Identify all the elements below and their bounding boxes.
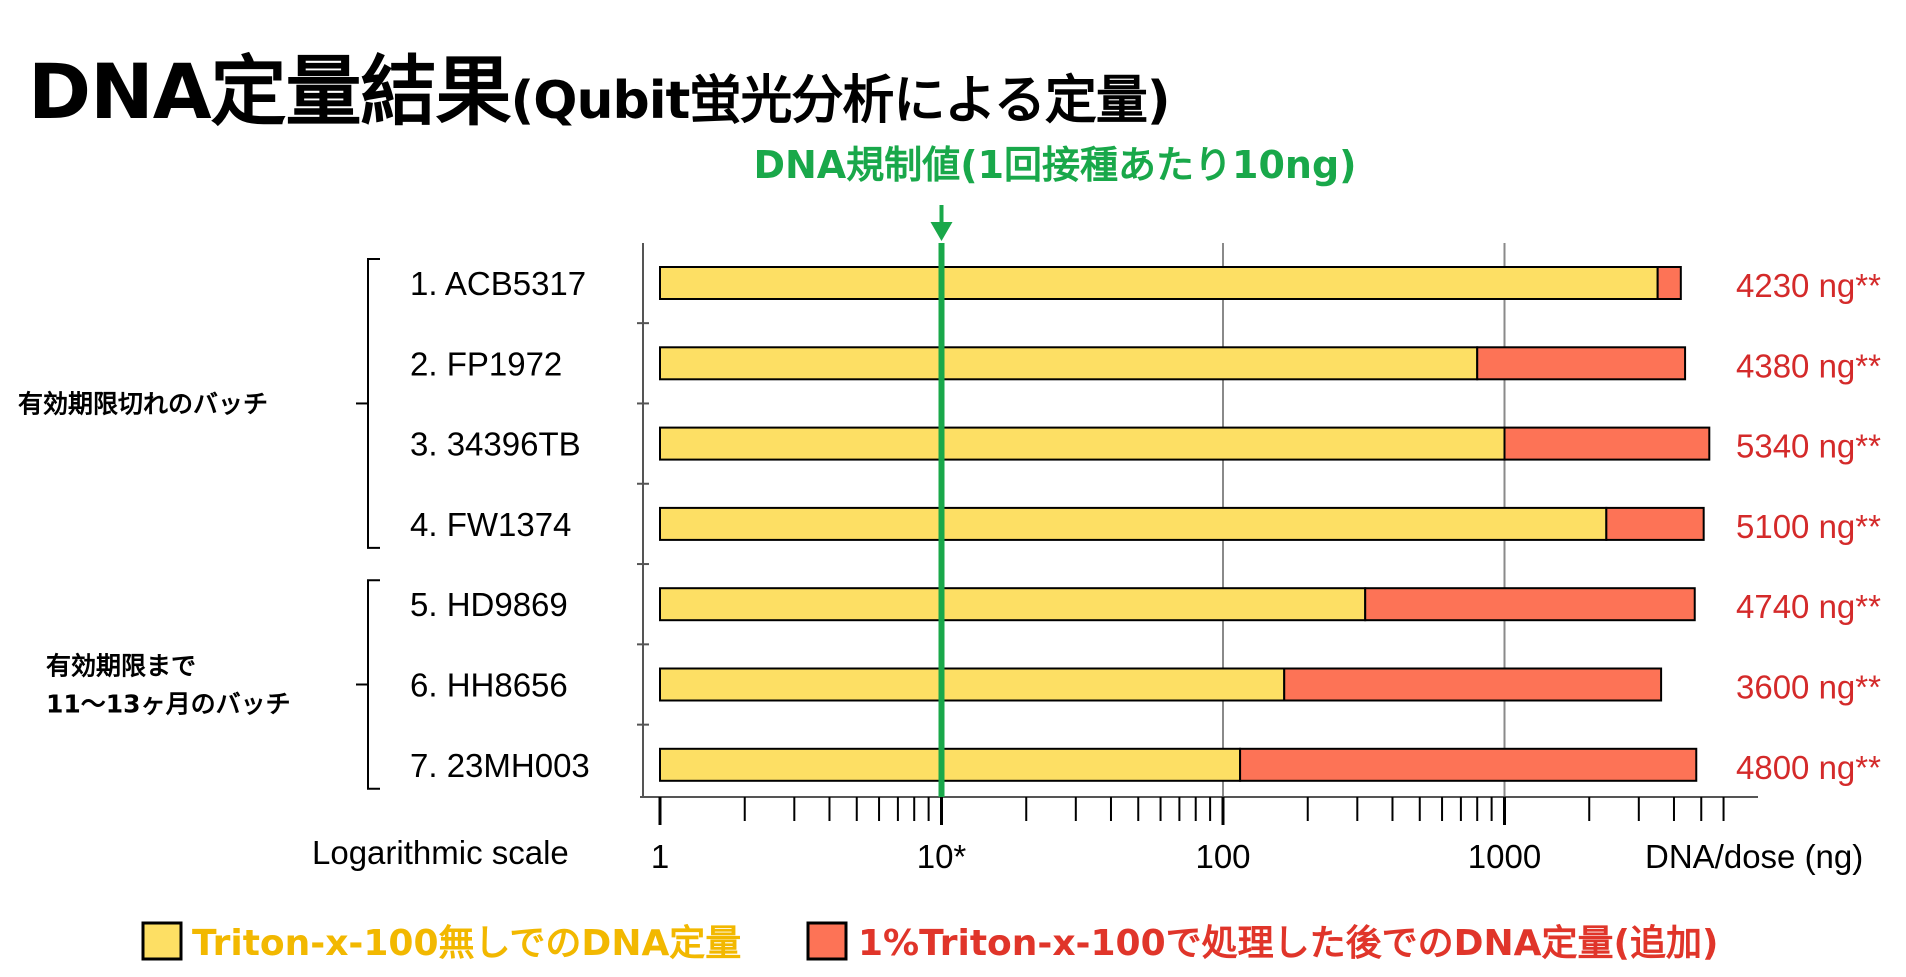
total-label: 4230 ng**: [1736, 267, 1881, 304]
row-label: 6. HH8656: [410, 667, 568, 704]
bar-base-segment: [659, 426, 1506, 461]
threshold-arrow-head: [930, 222, 953, 241]
page-title: DNA定量結果(Qubit蛍光分析による定量): [28, 30, 1171, 140]
total-label: 5340 ng**: [1736, 428, 1881, 465]
group-bracket: [367, 258, 380, 549]
row-label: 1. ACB5317: [410, 265, 586, 302]
bar-base-segment: [659, 587, 1367, 622]
bar-base-segment: [659, 747, 1242, 782]
legend-label-added: 1%Triton-x-100で処理した後でのDNA定量(追加): [858, 923, 1718, 964]
x-axis-label-right: DNA/dose (ng): [1645, 838, 1863, 875]
bar-base-segment: [659, 266, 1659, 300]
group-label: 有効期限まで: [46, 652, 196, 681]
legend-swatch-base: [141, 921, 183, 961]
group-label: 有効期限切れのバッチ: [18, 389, 268, 418]
row-label: 2. FP1972: [410, 345, 562, 382]
title-main: DNA定量結果: [28, 47, 512, 136]
total-label: 3600 ng**: [1736, 669, 1881, 706]
bar-added-segment: [1503, 426, 1711, 461]
threshold-label: DNA規制値(1回接種あたり10ng): [753, 143, 1356, 187]
bar-added-segment: [1476, 346, 1687, 381]
row-label: 7. 23MH003: [410, 747, 590, 784]
bar-base-segment: [659, 506, 1608, 541]
bar-added-segment: [1283, 667, 1663, 702]
x-tick-label: 100: [1195, 838, 1250, 875]
bar-added-segment: [1239, 747, 1698, 782]
bar-base-segment: [659, 346, 1479, 381]
x-tick-label: 10*: [917, 838, 967, 875]
row-label: 4. FW1374: [410, 506, 571, 543]
row-label: 5. HD9869: [410, 586, 568, 623]
group-bracket: [367, 579, 380, 790]
bar-base-segment: [659, 667, 1286, 702]
title-sub: (Qubit蛍光分析による定量): [510, 71, 1171, 131]
legend-swatch-added: [806, 921, 848, 961]
bar-added-segment: [1656, 266, 1682, 300]
bar-added-segment: [1605, 506, 1705, 541]
legend-label-base: Triton-x-100無しでのDNA定量: [192, 923, 741, 964]
total-label: 5100 ng**: [1736, 508, 1881, 545]
total-label: 4380 ng**: [1736, 347, 1881, 384]
row-label: 3. 34396TB: [410, 426, 581, 463]
x-tick-label: 1000: [1468, 838, 1541, 875]
x-axis-label-left: Logarithmic scale: [312, 834, 569, 871]
x-tick-label: 1: [651, 838, 669, 875]
total-label: 4740 ng**: [1736, 588, 1881, 625]
total-label: 4800 ng**: [1736, 749, 1881, 786]
group-label: 11〜13ヶ月のバッチ: [46, 690, 291, 719]
bar-added-segment: [1364, 587, 1696, 622]
